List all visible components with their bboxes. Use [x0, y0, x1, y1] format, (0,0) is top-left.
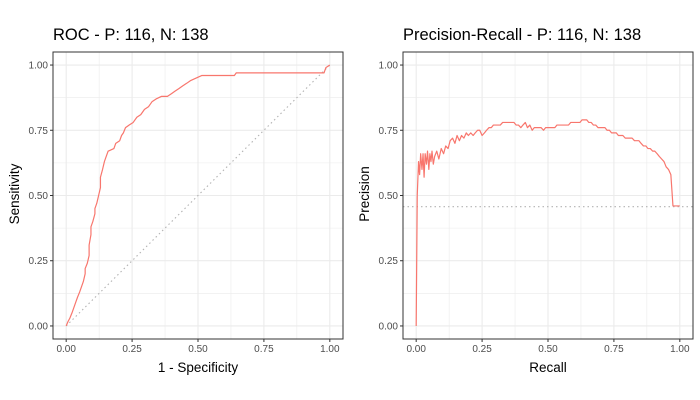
roc-x-tick-label: 0.25	[122, 344, 142, 355]
precision-recall-panel: Precision-Recall - P: 116, N: 138 Recall…	[357, 26, 694, 375]
pr-title: Precision-Recall - P: 116, N: 138	[403, 26, 641, 44]
pr-curve-series-0	[415, 119, 680, 326]
pr-y-tick-label: 0.50	[379, 191, 399, 202]
pr-y-tick-label: 0.00	[379, 321, 399, 332]
roc-curve-series-0	[65, 64, 331, 327]
pr-y-axis-label: Precision	[357, 166, 372, 222]
roc-x-tick-label: 0.75	[254, 344, 274, 355]
roc-title: ROC - P: 116, N: 138	[53, 26, 209, 44]
pr-x-axis-label: Recall	[529, 360, 567, 375]
pr-y-tick-label: 0.25	[379, 256, 399, 267]
pr-x-tick-label: 0.50	[538, 344, 558, 355]
roc-x-tick-label: 1.00	[320, 344, 340, 355]
pr-x-tick-label: 0.00	[406, 344, 426, 355]
pr-y-tick-label: 0.75	[379, 126, 399, 137]
roc-y-tick-label: 0.25	[29, 256, 49, 267]
roc-y-tick-label: 0.50	[29, 191, 49, 202]
pr-x-tick-label: 0.25	[472, 344, 492, 355]
pr-y-tick-label: 1.00	[379, 61, 399, 72]
roc-panel: ROC - P: 116, N: 138 1 - Specificity Sen…	[7, 26, 344, 375]
roc-y-tick-label: 0.00	[29, 321, 49, 332]
roc-reference-line	[65, 64, 331, 327]
roc-x-tick-label: 0.50	[188, 344, 208, 355]
pr-x-tick-label: 1.00	[670, 344, 690, 355]
roc-x-tick-label: 0.00	[56, 344, 76, 355]
roc-y-tick-label: 0.75	[29, 126, 49, 137]
roc-y-tick-label: 1.00	[29, 61, 49, 72]
roc-x-axis-label: 1 - Specificity	[158, 360, 239, 375]
pr-x-tick-label: 0.75	[604, 344, 624, 355]
roc-y-axis-label: Sensitivity	[7, 163, 22, 224]
